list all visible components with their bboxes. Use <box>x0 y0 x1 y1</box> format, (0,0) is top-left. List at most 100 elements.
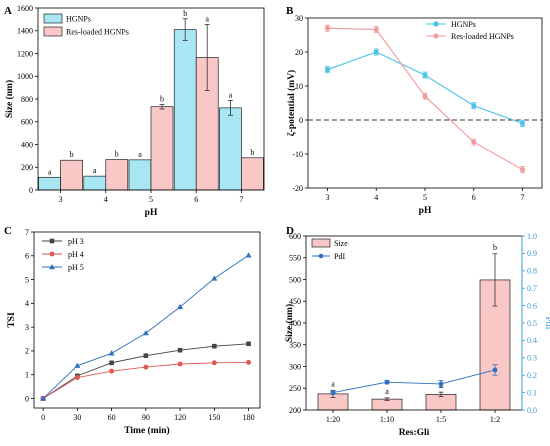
panel-d-y-tick-label: 500 <box>289 275 301 284</box>
panel-d-y-tick-label: 550 <box>289 254 301 263</box>
data-point <box>471 139 477 145</box>
panel-d-y-tick-label: 600 <box>289 232 301 241</box>
panel-d-y-tick-label: 400 <box>289 319 301 328</box>
panel-d-size-pdi-chart: D aaab2002503003504004505005506000.00.10… <box>284 225 550 438</box>
data-point <box>373 27 379 33</box>
significance-letter: b <box>160 94 164 103</box>
legend-label-1: Res-loaded HGNPs <box>451 32 514 41</box>
panel-b-zeta-line-chart: B -20 -10 0 10 20 30 3 4 5 6 7 pH ζ-potential (mV) HG… <box>286 5 543 216</box>
bar-hgnps-6 <box>173 29 197 191</box>
panel-c-letter: C <box>4 225 12 237</box>
legend-label-1: Res-loaded HGNPs <box>66 28 129 37</box>
data-point <box>40 395 47 401</box>
panel-a-x-tick-label: 5 <box>149 195 153 204</box>
data-point <box>109 360 114 366</box>
panel-c-y-tick-label: 1 <box>25 371 29 380</box>
data-point <box>471 103 477 109</box>
panel-c-x-axis-label: Time (min) <box>124 425 169 436</box>
panel-c-y-tick-label: 4 <box>25 299 29 308</box>
pdi-point <box>384 379 390 385</box>
legend-label-size: Size <box>334 239 348 248</box>
data-point <box>325 25 330 31</box>
pdi-point <box>438 381 444 387</box>
panel-c-x-tick-label: 60 <box>108 413 116 422</box>
legend-label-2: pH 5 <box>68 263 84 272</box>
data-point <box>373 49 379 55</box>
legend-marker-1 <box>49 251 55 257</box>
significance-letter: a <box>205 14 209 23</box>
panel-b-y-axis-label: ζ-potential (mV) <box>286 70 297 136</box>
panel-b-x-tick-label: 3 <box>326 193 330 202</box>
data-point <box>74 362 81 368</box>
panel-d-y-tick-label: 350 <box>289 341 301 350</box>
panel-d-y2-tick-label: 1.0 <box>527 232 537 241</box>
legend-marker-2 <box>49 264 55 270</box>
panel-d-y2-tick-label: 0.8 <box>527 267 537 276</box>
panel-a-x-tick-label: 4 <box>104 195 108 204</box>
panel-a-y-tick-label: 200 <box>21 163 33 172</box>
data-point <box>245 252 252 258</box>
legend-label-0: HGNPs <box>451 20 476 29</box>
data-point <box>143 364 149 370</box>
panel-d-y2-tick-label: 0.7 <box>527 284 537 293</box>
legend-swatch-1 <box>43 26 63 37</box>
panel-c-y-tick-label: 2 <box>25 347 29 356</box>
panel-a-y-tick-label: 0 <box>29 186 33 195</box>
panel-b-y-tick-label: 30 <box>295 14 303 23</box>
legend-marker-0 <box>49 238 55 244</box>
panel-a-x-tick-label: 6 <box>194 195 198 204</box>
significance-letter: a <box>331 379 335 388</box>
panel-b-x-axis-label: pH <box>419 206 432 216</box>
data-point <box>109 368 115 374</box>
panel-c-x-tick-label: 0 <box>41 413 45 422</box>
series-line-0 <box>327 51 523 124</box>
panel-a-y-tick-label: 1600 <box>17 4 33 13</box>
legend-swatch-size <box>311 238 331 248</box>
panel-d-x-tick-label: 1:2 <box>490 415 500 424</box>
panel-d-x-tick-label: 1:20 <box>326 415 340 424</box>
panel-d-letter: D <box>286 225 294 237</box>
panel-c-x-tick-label: 30 <box>73 413 81 422</box>
legend-marker-1 <box>433 33 439 39</box>
panel-b-x-tick-label: 5 <box>423 193 427 202</box>
bar-hgnps-3 <box>38 176 61 191</box>
panel-d-y-tick-label: 250 <box>289 384 301 393</box>
legend-marker-0 <box>433 21 439 27</box>
bar-res-3 <box>60 159 83 191</box>
data-point <box>422 93 428 99</box>
panel-c-x-tick-label: 90 <box>142 413 150 422</box>
panel-a-letter: A <box>4 5 12 17</box>
panel-b-y-tick-label: -10 <box>292 150 303 159</box>
panel-d-x-tick-label: 1:5 <box>436 415 446 424</box>
data-point <box>246 341 251 347</box>
panel-c-y-tick-label: 3 <box>25 323 29 332</box>
panel-d-y-tick-label: 300 <box>289 362 301 371</box>
panel-c-plot-frame <box>33 231 261 409</box>
panel-a-y-tick-label: 1200 <box>17 49 33 58</box>
pdi-point <box>492 367 498 373</box>
bar-res-7 <box>241 157 264 191</box>
panel-b-y-tick-label: 10 <box>295 82 303 91</box>
panel-d-x-axis-label: Res:Gli <box>399 428 430 438</box>
data-point <box>211 360 217 366</box>
data-point <box>212 343 217 349</box>
panel-a-y-tick-label: 400 <box>21 140 33 149</box>
panel-d-y-axis-label: Size (nm) <box>284 304 295 342</box>
panel-d-y2-tick-label: 0.0 <box>527 406 537 415</box>
legend-marker-pdi <box>318 253 324 259</box>
panel-a-y-tick-label: 600 <box>21 118 33 127</box>
panel-a-x-axis-label: pH <box>145 208 158 218</box>
significance-letter: b <box>250 148 254 157</box>
panel-b-letter: B <box>286 5 294 17</box>
panel-d-y2-tick-label: 0.4 <box>527 336 537 345</box>
data-point <box>246 359 252 365</box>
series-line-0 <box>42 343 249 399</box>
significance-letter: a <box>93 166 97 175</box>
legend-label-0: HGNPs <box>66 15 91 24</box>
data-point <box>177 361 183 367</box>
panel-b-x-tick-label: 7 <box>521 193 525 202</box>
significance-letter: a <box>48 167 52 176</box>
data-point <box>177 347 183 353</box>
bar-hgnps-4 <box>83 175 107 191</box>
